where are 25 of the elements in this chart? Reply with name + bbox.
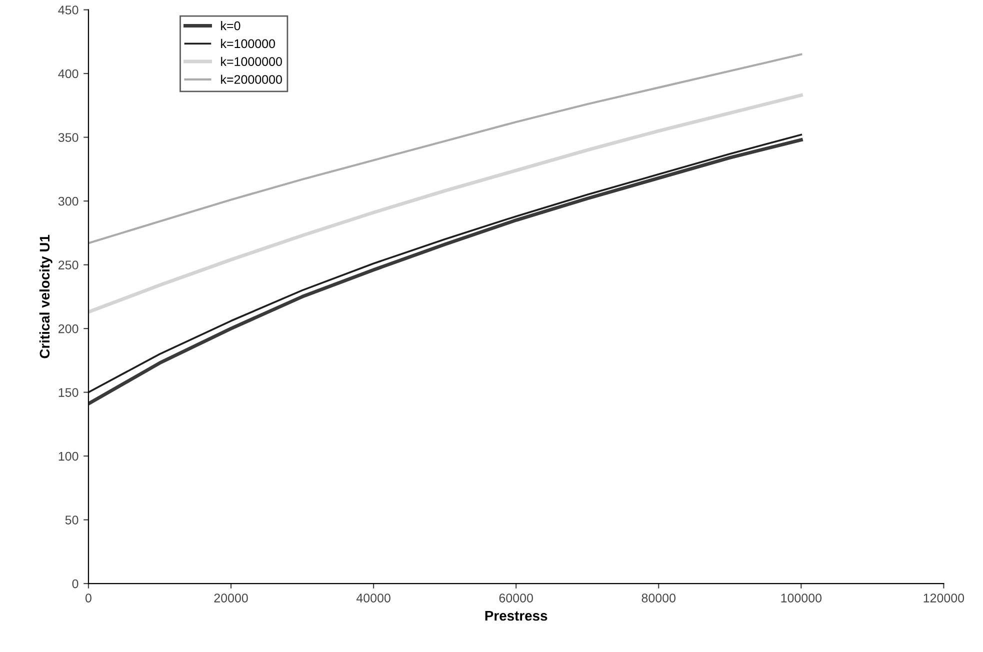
y-tick-label: 200: [58, 324, 78, 334]
y-tick-label: 300: [58, 196, 78, 206]
y-tick-label: 150: [58, 388, 78, 397]
legend-label: k=0: [221, 21, 240, 30]
x-tick-label: 60000: [499, 594, 533, 602]
x-tick-label: 40000: [356, 594, 390, 602]
y-tick-label: 0: [72, 579, 78, 588]
y-tick-label: 400: [58, 69, 78, 78]
x-axis-title: Prestress: [485, 610, 548, 621]
y-tick-label: 450: [58, 6, 78, 14]
x-tick-label: 120000: [924, 594, 964, 602]
x-tick-label: 0: [85, 594, 92, 602]
legend-label: k=2000000: [221, 74, 282, 84]
x-tick-label: 80000: [642, 594, 676, 602]
legend-label: k=1000000: [221, 56, 282, 66]
x-tick-label: 20000: [214, 594, 248, 602]
y-tick-label: 50: [65, 516, 78, 524]
x-tick-label: 100000: [781, 594, 822, 602]
y-tick-label: 250: [58, 260, 78, 270]
line-series: [88, 53, 802, 244]
y-tick-label: 350: [58, 133, 78, 142]
legend-label: k=100000: [221, 38, 276, 48]
y-tick-label: 100: [58, 452, 78, 461]
y-axis-title: Critical velocity U1: [39, 234, 52, 358]
line-series: [88, 93, 803, 314]
